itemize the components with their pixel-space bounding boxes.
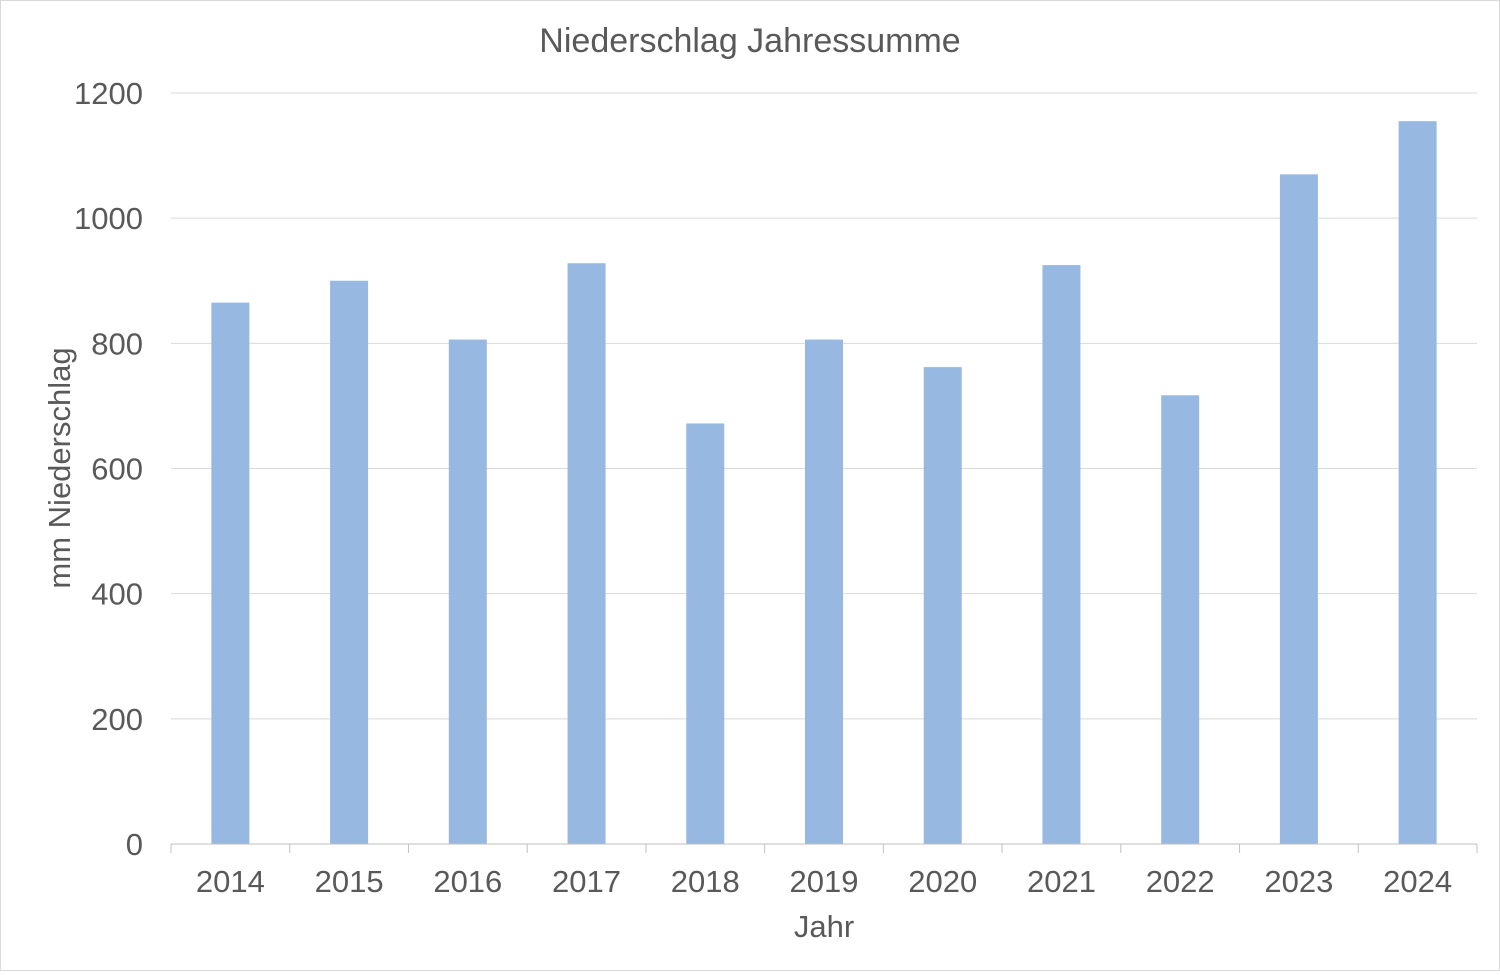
x-axis: 2014 2015 2016 2017 2018 2019 2020 2021 2022 2023… <box>170 843 1478 899</box>
bar-2019 <box>805 339 843 844</box>
y-tick-label: 800 <box>91 326 143 361</box>
x-tick-label: 2021 <box>1027 864 1096 899</box>
bar-2017 <box>567 263 606 844</box>
bar-2015 <box>330 280 369 844</box>
x-tick-label: 2017 <box>552 864 621 899</box>
bar-2022 <box>1161 395 1200 844</box>
y-tick-label: 400 <box>91 577 143 612</box>
x-tick-label: 2020 <box>908 864 977 899</box>
bar-2018 <box>686 423 725 844</box>
bars <box>211 121 1437 845</box>
bar-2014 <box>211 302 250 844</box>
bar-2024 <box>1398 121 1437 845</box>
y-axis-title: mm Niederschlag <box>42 347 77 588</box>
y-tick-label: 0 <box>126 827 143 862</box>
y-axis-ticks: 0 200 400 600 800 1000 1200 <box>74 76 143 862</box>
bar-2021 <box>1042 265 1081 845</box>
x-tick-label: 2016 <box>433 864 502 899</box>
x-tick-label: 2014 <box>196 864 265 899</box>
x-tick-label: 2024 <box>1383 864 1452 899</box>
y-tick-label: 1200 <box>74 76 143 111</box>
bar-2016 <box>448 339 487 844</box>
x-axis-title: Jahr <box>794 909 854 944</box>
x-tick-label: 2015 <box>315 864 384 899</box>
y-tick-label: 600 <box>91 452 143 487</box>
x-tick-label: 2019 <box>790 864 859 899</box>
x-tick-label: 2022 <box>1146 864 1215 899</box>
bar-2023 <box>1279 174 1318 844</box>
x-tick-label: 2023 <box>1264 864 1333 899</box>
chart-title: Niederschlag Jahressumme <box>539 22 960 60</box>
x-tick-label: 2018 <box>671 864 740 899</box>
y-tick-label: 1000 <box>74 201 143 236</box>
bar-2020 <box>923 367 962 844</box>
y-tick-label: 200 <box>91 702 143 737</box>
